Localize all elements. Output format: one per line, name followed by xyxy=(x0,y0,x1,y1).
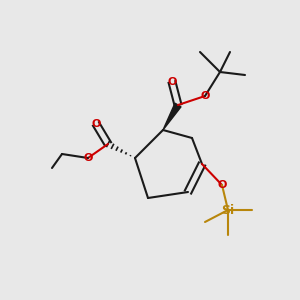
Text: Si: Si xyxy=(221,203,235,217)
Text: O: O xyxy=(91,119,101,129)
Text: O: O xyxy=(83,153,93,163)
Text: O: O xyxy=(167,77,177,87)
Polygon shape xyxy=(163,103,181,130)
Text: O: O xyxy=(200,91,210,101)
Text: O: O xyxy=(217,180,227,190)
